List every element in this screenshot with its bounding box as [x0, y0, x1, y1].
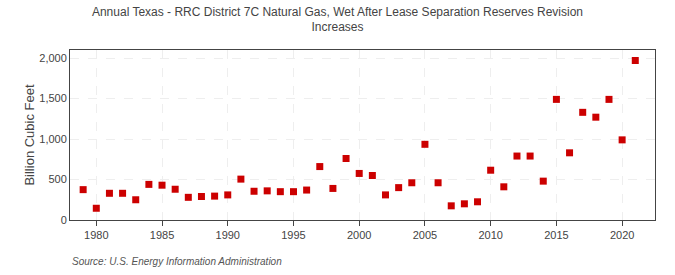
svg-text:1995: 1995 [281, 229, 305, 241]
svg-text:Source: U.S. Energy Informatio: Source: U.S. Energy Information Administ… [72, 256, 282, 267]
svg-text:Billion Cubic Feet: Billion Cubic Feet [22, 84, 37, 186]
svg-text:1,500: 1,500 [39, 92, 67, 104]
svg-text:2015: 2015 [544, 229, 568, 241]
svg-text:2005: 2005 [413, 229, 437, 241]
svg-text:2,000: 2,000 [39, 52, 67, 64]
svg-text:1,000: 1,000 [39, 133, 67, 145]
svg-text:1980: 1980 [84, 229, 108, 241]
svg-text:1985: 1985 [150, 229, 174, 241]
svg-text:500: 500 [48, 173, 66, 185]
svg-text:1990: 1990 [216, 229, 240, 241]
svg-text:2000: 2000 [347, 229, 371, 241]
svg-text:2020: 2020 [610, 229, 634, 241]
svg-text:2010: 2010 [478, 229, 502, 241]
svg-text:0: 0 [61, 214, 67, 226]
svg-text:Annual Texas - RRC District 7C: Annual Texas - RRC District 7C Natural G… [92, 5, 583, 35]
